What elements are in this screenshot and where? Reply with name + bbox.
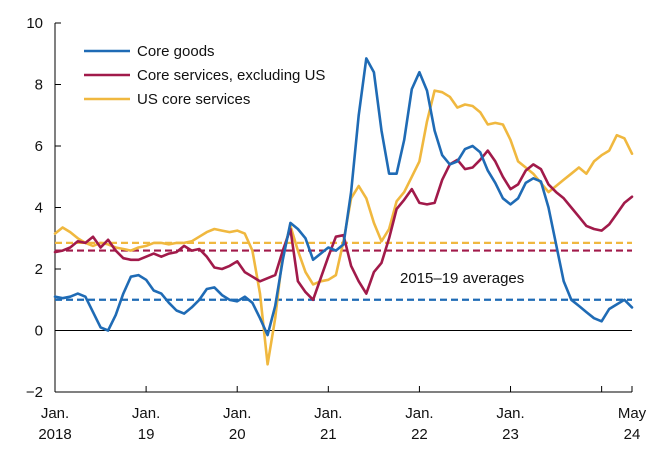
x-tick-label-year: 24 [624, 426, 641, 443]
y-tick-labels: −2 0 2 4 6 8 10 [26, 15, 43, 401]
x-tick-label-year: 23 [502, 426, 519, 443]
y-tick-label: 6 [35, 138, 43, 155]
x-tick-label-year: 2018 [38, 426, 71, 443]
legend-label: US core services [137, 91, 250, 108]
chart-axes [54, 22, 633, 393]
x-tick-labels: Jan. 2018 Jan. 19 Jan. 20 Jan. 21 Jan. 22 Jan. 23 Ma… [38, 405, 646, 443]
y-tick-label: 0 [35, 323, 43, 340]
x-tick-label-year: 21 [320, 426, 337, 443]
y-tick-label: 2 [35, 261, 43, 278]
x-tick-label: Jan. [405, 405, 433, 422]
averages-annotation: 2015–19 averages [400, 270, 524, 287]
y-tick-label: 10 [26, 15, 43, 32]
y-tick-label: −2 [26, 384, 43, 401]
legend-label: Core goods [137, 43, 215, 60]
legend: Core goods Core services, excluding US US … [84, 43, 325, 108]
x-tick-label: Jan. [132, 405, 160, 422]
x-tick-label: Jan. [314, 405, 342, 422]
series-line [53, 57, 634, 337]
legend-label: Core services, excluding US [137, 67, 325, 84]
y-tick-label: 4 [35, 200, 43, 217]
x-tick-label: Jan. [223, 405, 251, 422]
series-line [53, 89, 634, 366]
series-line [53, 149, 634, 302]
x-tick-label-year: 19 [138, 426, 155, 443]
x-tick-label: Jan. [41, 405, 69, 422]
average-lines [55, 241, 632, 301]
x-tick-label: May [618, 405, 647, 422]
x-tick-label: Jan. [496, 405, 524, 422]
series-lines [53, 57, 634, 366]
y-tick-label: 8 [35, 77, 43, 94]
x-tick-label-year: 22 [411, 426, 428, 443]
x-tick-label-year: 20 [229, 426, 246, 443]
